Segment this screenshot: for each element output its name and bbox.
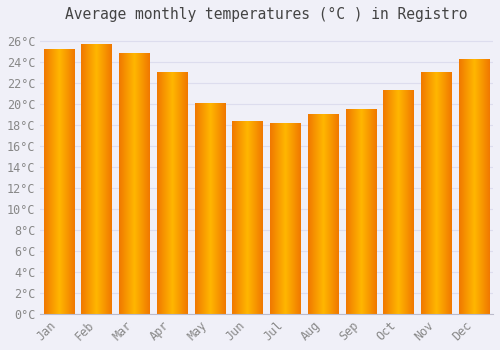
Title: Average monthly temperatures (°C ) in Registro: Average monthly temperatures (°C ) in Re… — [66, 7, 468, 22]
